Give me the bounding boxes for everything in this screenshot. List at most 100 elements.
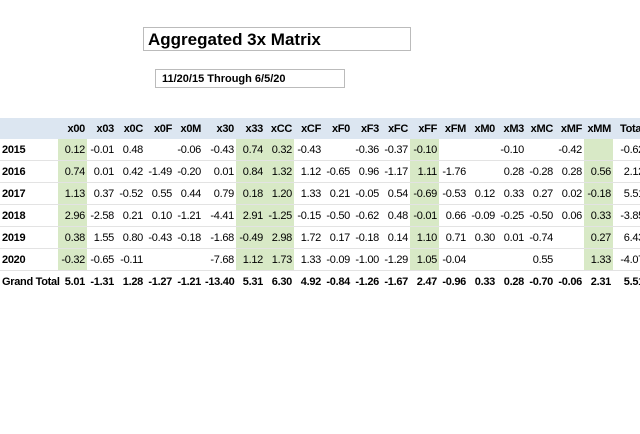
cell: 0.71 <box>439 226 468 249</box>
cell: 6.43 <box>613 226 640 249</box>
cell: 1.33 <box>584 248 613 271</box>
corner-cell <box>0 118 58 139</box>
cell: 0.01 <box>87 160 116 183</box>
cell: 0.01 <box>203 160 236 183</box>
matrix-table: x00 x03 x0C x0F x0M x30 x33 xCC xCF xF0 xF3 xFC xFF x… <box>0 118 640 292</box>
cell: 1.05 <box>410 248 439 271</box>
cell: 1.33 <box>294 248 323 271</box>
cell: 0.74 <box>58 160 87 183</box>
cell: -0.50 <box>323 204 352 227</box>
cell: 2.98 <box>265 226 294 249</box>
cell: -0.04 <box>439 248 468 271</box>
cell: 0.17 <box>323 226 352 249</box>
cell: -0.37 <box>381 139 410 161</box>
cell: 0.27 <box>584 226 613 249</box>
cell: -0.96 <box>439 270 468 292</box>
cell: 4.92 <box>294 270 323 292</box>
cell: -1.68 <box>203 226 236 249</box>
column-header: x0C <box>116 118 145 139</box>
cell: -0.01 <box>410 204 439 227</box>
column-header: x0F <box>145 118 174 139</box>
column-header: xFC <box>381 118 410 139</box>
cell: -1.00 <box>352 248 381 271</box>
cell: -0.28 <box>526 160 555 183</box>
cell: 6.30 <box>265 270 294 292</box>
cell <box>526 139 555 161</box>
year-row: 2018 2.96 -2.58 0.21 0.10 -1.21 -4.41 2.91 -1.25… <box>0 204 640 227</box>
cell: 0.66 <box>439 204 468 227</box>
cell: 5.51 <box>613 182 640 205</box>
cell: -1.21 <box>174 204 203 227</box>
cell: 5.01 <box>58 270 87 292</box>
cell: -0.05 <box>352 182 381 205</box>
cell: -0.74 <box>526 226 555 249</box>
year-row: 2017 1.13 0.37 -0.52 0.55 0.44 0.79 0.18 1.20 1.3… <box>0 182 640 205</box>
cell: 1.73 <box>265 248 294 271</box>
cell: 2.47 <box>410 270 439 292</box>
cell: -0.20 <box>174 160 203 183</box>
cell: -2.58 <box>87 204 116 227</box>
cell: 0.12 <box>468 182 497 205</box>
cell: 1.13 <box>58 182 87 205</box>
cell: -0.18 <box>584 182 613 205</box>
cell <box>145 139 174 161</box>
cell: -0.52 <box>116 182 145 205</box>
cell: 0.02 <box>555 182 584 205</box>
cell: -7.68 <box>203 248 236 271</box>
year-row: 2019 0.38 1.55 0.80 -0.43 -0.18 -1.68 -0.49 2.98… <box>0 226 640 249</box>
year-row: 2015 0.12 -0.01 0.48 -0.06 -0.43 0.74 0.32 -0.43… <box>0 139 640 161</box>
cell: 2.12 <box>613 160 640 183</box>
total-row: Grand Total 5.01 -1.31 1.28 -1.27 -1.21 -13.40… <box>0 270 640 292</box>
cell: -0.10 <box>497 139 526 161</box>
column-header: xCC <box>265 118 294 139</box>
cell: -0.09 <box>468 204 497 227</box>
cell: -0.06 <box>555 270 584 292</box>
title: Aggregated 3x Matrix <box>143 27 411 51</box>
cell: -4.07 <box>613 248 640 271</box>
cell: -0.65 <box>87 248 116 271</box>
cell: 0.55 <box>145 182 174 205</box>
cell: 1.10 <box>410 226 439 249</box>
cell <box>468 139 497 161</box>
cell: 1.12 <box>294 160 323 183</box>
cell: -1.49 <box>145 160 174 183</box>
row-label: 2018 <box>0 204 58 227</box>
column-header: xFF <box>410 118 439 139</box>
column-header: Total <box>613 118 640 139</box>
cell: 0.33 <box>497 182 526 205</box>
cell: -13.40 <box>203 270 236 292</box>
cell: -1.67 <box>381 270 410 292</box>
cell: 0.12 <box>58 139 87 161</box>
cell: 0.10 <box>145 204 174 227</box>
cell: -0.25 <box>497 204 526 227</box>
cell: 0.37 <box>87 182 116 205</box>
cell: 0.96 <box>352 160 381 183</box>
cell: 1.20 <box>265 182 294 205</box>
cell: 0.21 <box>116 204 145 227</box>
cell: -0.42 <box>555 139 584 161</box>
column-header: xMM <box>584 118 613 139</box>
column-header: xM3 <box>497 118 526 139</box>
cell: -0.01 <box>87 139 116 161</box>
cell: -0.84 <box>323 270 352 292</box>
cell: -0.43 <box>145 226 174 249</box>
year-row: 2016 0.74 0.01 0.42 -1.49 -0.20 0.01 0.84 1.32 1.… <box>0 160 640 183</box>
cell: -0.06 <box>174 139 203 161</box>
cell: 1.28 <box>116 270 145 292</box>
cell: -0.53 <box>439 182 468 205</box>
cell: 0.48 <box>116 139 145 161</box>
cell: -0.11 <box>116 248 145 271</box>
column-header: x00 <box>58 118 87 139</box>
cell: 0.28 <box>497 160 526 183</box>
cell <box>323 139 352 161</box>
cell: -4.41 <box>203 204 236 227</box>
cell: 1.55 <box>87 226 116 249</box>
cell: -1.31 <box>87 270 116 292</box>
cell: -1.17 <box>381 160 410 183</box>
header-row: x00 x03 x0C x0F x0M x30 x33 xCC xCF xF0 xF3 xFC xFF x… <box>0 118 640 139</box>
cell: -0.70 <box>526 270 555 292</box>
cell: 0.32 <box>265 139 294 161</box>
column-header: x30 <box>203 118 236 139</box>
cell: 0.54 <box>381 182 410 205</box>
